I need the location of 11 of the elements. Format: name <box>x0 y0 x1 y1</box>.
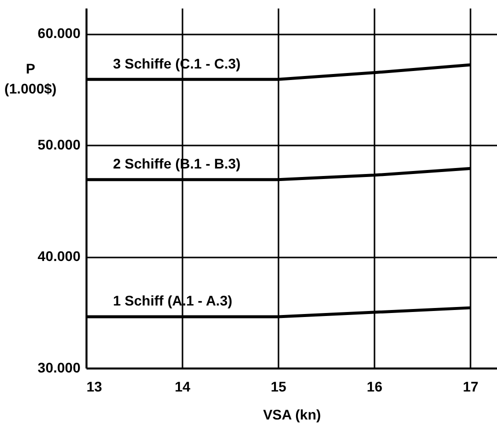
y-tick-label: 60.000 <box>38 25 81 42</box>
x-tick-label: 15 <box>270 378 287 394</box>
y-tick-label: 30.000 <box>38 360 81 376</box>
y-axis-title: P (1.000$) <box>4 60 57 96</box>
y-tick-label: 50.000 <box>38 136 81 153</box>
y-tick-label: 40.000 <box>38 248 81 264</box>
x-tick-label: 14 <box>174 378 191 394</box>
x-tick-label: 17 <box>462 378 479 394</box>
x-tick-label: 13 <box>86 378 102 394</box>
x-tick-label: 16 <box>366 378 383 394</box>
x-axis-title: VSA (kn) <box>263 406 321 422</box>
